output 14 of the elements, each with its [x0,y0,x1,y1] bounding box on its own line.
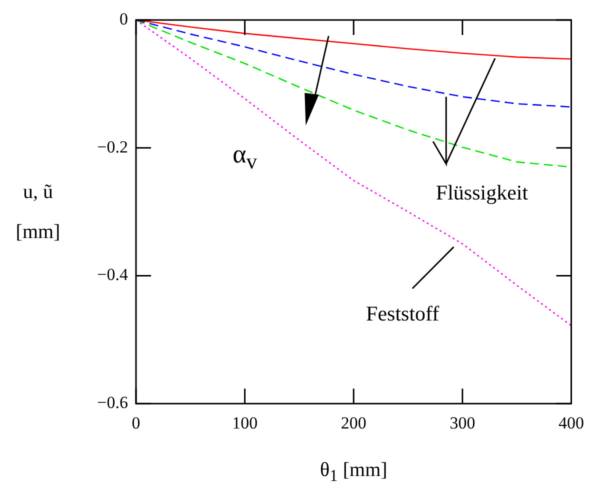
annotation: Feststoff [366,302,440,327]
y-tick-label: −0.2 [97,137,128,156]
x-tick-label: 400 [558,413,584,432]
y-tick-label: −0.6 [97,393,128,412]
y-axis-title: u, ũ [mm] [14,180,62,245]
x-axis-title: θ$_{1}$ [mm] [320,458,388,486]
x-tick-label: 200 [340,413,366,432]
x-tick-label: 300 [450,413,476,432]
annotation: α$_{v}$ [232,140,258,176]
x-tick-label: 0 [132,413,140,432]
y-tick-label: −0.4 [97,265,128,284]
annotation: Flüssigkeit [436,180,528,206]
y-tick-label: 0 [120,9,128,28]
x-tick-label: 100 [232,413,258,432]
